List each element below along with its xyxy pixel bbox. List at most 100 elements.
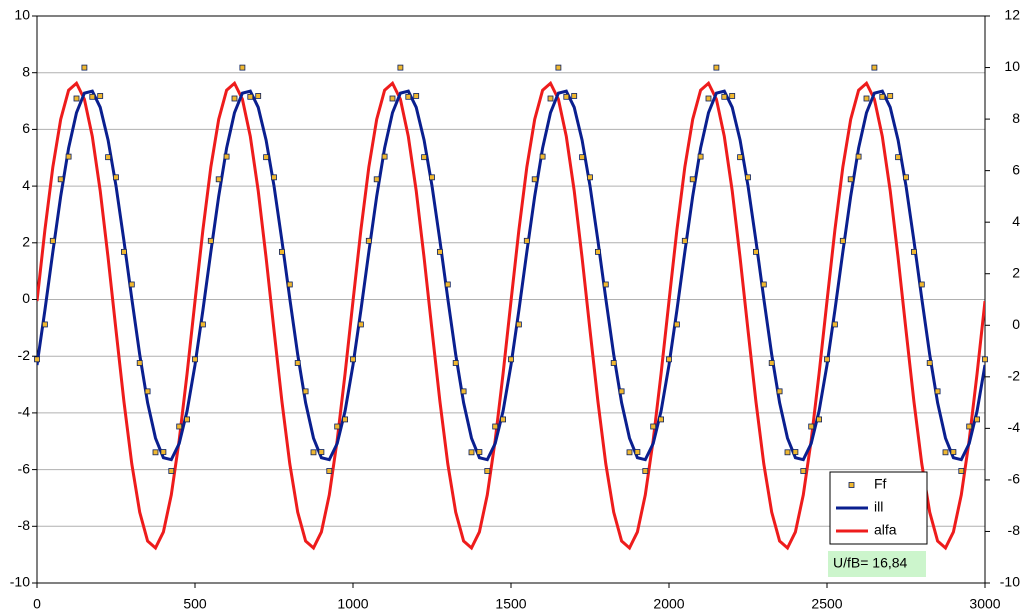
scatter-point (911, 248, 917, 255)
scatter-point (934, 388, 941, 395)
scatter-point (697, 153, 704, 160)
scatter-point (286, 281, 293, 288)
scatter-point (294, 360, 301, 366)
scatter-point (650, 423, 657, 430)
scatter-point (34, 356, 40, 363)
scatter-point (144, 388, 151, 395)
scatter-point (855, 153, 862, 160)
scatter-point (800, 468, 807, 474)
y2-tick-label: -6 (1008, 471, 1021, 487)
scatter-point (610, 360, 617, 366)
scatter-point (674, 321, 680, 328)
x-tick-label: 2500 (811, 596, 842, 612)
scatter-point (389, 95, 396, 102)
scatter-point (768, 360, 775, 366)
y-tick-label: -10 (10, 574, 30, 590)
scatter-point (342, 416, 349, 423)
scatter-point (223, 153, 230, 160)
scatter-point (745, 174, 751, 181)
scatter-point (871, 64, 878, 71)
y-tick-label: -6 (18, 460, 31, 476)
scatter-point (215, 176, 222, 183)
scatter-point (176, 423, 183, 430)
x-tick-label: 2000 (653, 596, 684, 612)
scatter-point (895, 154, 901, 161)
scatter-point (357, 321, 364, 328)
scatter-point (824, 356, 830, 363)
y2-tick-label: 10 (1004, 58, 1020, 74)
scatter-point (974, 416, 980, 423)
scatter-point (429, 174, 435, 181)
y-tick-label: 0 (22, 290, 30, 306)
scatter-point (500, 416, 507, 423)
scatter-point (729, 93, 736, 99)
scatter-point (492, 423, 499, 430)
scatter-point (879, 93, 886, 100)
series-line (37, 89, 985, 462)
y2-tick-label: 2 (1012, 264, 1020, 280)
y-tick-label: 10 (14, 7, 30, 23)
scatter-point (310, 449, 317, 456)
scatter-point (405, 93, 412, 100)
scatter-point (839, 237, 846, 244)
y2-tick-label: 12 (1004, 7, 1020, 23)
scatter-point (689, 176, 696, 183)
y2-tick-label: 6 (1012, 161, 1020, 177)
y2-tick-label: 4 (1012, 213, 1020, 229)
scatter-point (618, 388, 625, 395)
y2-tick-label: -8 (1008, 522, 1021, 538)
scatter-point (753, 248, 759, 255)
scatter-point (271, 174, 277, 181)
scatter-point (302, 388, 309, 395)
scatter-point (484, 468, 491, 474)
scatter-point (452, 360, 459, 366)
scatter-point (381, 153, 388, 160)
scatter-point (199, 321, 206, 328)
scatter-point (413, 93, 420, 99)
annotation: U/fB= 16,84 (833, 555, 908, 571)
y-tick-label: 4 (22, 177, 30, 193)
scatter-point (97, 93, 104, 99)
x-tick-label: 1000 (337, 596, 368, 612)
scatter-point (847, 176, 854, 183)
legend-label: Ff (874, 476, 887, 492)
scatter-point (721, 93, 728, 100)
scatter-point (760, 281, 767, 288)
scatter-point (192, 356, 198, 363)
scatter-point (887, 93, 894, 99)
x-tick-label: 500 (183, 596, 207, 612)
scatter-point (523, 237, 530, 244)
scatter-point (73, 95, 80, 102)
scatter-point (436, 248, 443, 255)
scatter-point (642, 468, 649, 474)
y2-tick-label: -2 (1008, 368, 1021, 384)
legend-label: alfa (874, 522, 897, 538)
scatter-point (121, 248, 127, 255)
series-line (37, 80, 985, 551)
scatter-point (128, 281, 135, 288)
scatter-point (792, 449, 799, 455)
scatter-point (373, 176, 380, 183)
scatter-point (397, 64, 404, 71)
scatter-point (278, 248, 285, 255)
scatter-point (531, 176, 538, 183)
scatter-point (57, 176, 64, 183)
scatter-point (444, 281, 451, 288)
scatter-point (231, 95, 238, 102)
scatter-point (903, 174, 909, 181)
scatter-point (255, 93, 262, 99)
scatter-point (539, 153, 546, 160)
scatter-point (65, 153, 72, 160)
scatter-point (508, 356, 514, 363)
scatter-point (958, 468, 965, 474)
scatter-point (460, 388, 467, 395)
scatter-point (421, 154, 428, 161)
scatter-point (42, 321, 48, 328)
scatter-point (247, 93, 254, 100)
scatter-point (239, 64, 246, 71)
scatter-point (81, 64, 88, 71)
scatter-point (942, 449, 949, 456)
y2-tick-label: -4 (1008, 419, 1021, 435)
scatter-point (776, 388, 783, 395)
